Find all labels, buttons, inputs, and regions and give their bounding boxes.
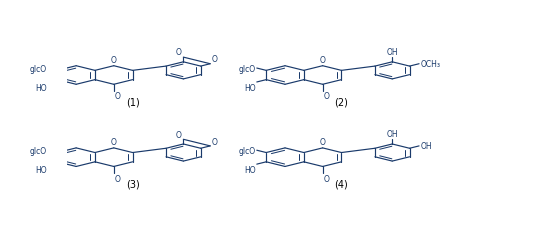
Text: glcO: glcO bbox=[30, 146, 47, 155]
Text: HO: HO bbox=[36, 83, 47, 92]
Text: glcO: glcO bbox=[30, 64, 47, 73]
Text: O: O bbox=[212, 55, 218, 64]
Text: O: O bbox=[324, 174, 330, 183]
Text: O: O bbox=[175, 130, 181, 139]
Text: O: O bbox=[111, 56, 117, 65]
Text: HO: HO bbox=[36, 165, 47, 174]
Text: (4): (4) bbox=[335, 179, 348, 189]
Text: O: O bbox=[115, 174, 121, 183]
Text: O: O bbox=[115, 92, 121, 101]
Text: O: O bbox=[111, 137, 117, 146]
Text: (2): (2) bbox=[335, 97, 348, 107]
Text: OCH₃: OCH₃ bbox=[421, 60, 441, 69]
Text: O: O bbox=[175, 48, 181, 57]
Text: HO: HO bbox=[244, 83, 256, 92]
Text: glcO: glcO bbox=[238, 64, 255, 73]
Text: HO: HO bbox=[244, 165, 256, 174]
Text: OH: OH bbox=[421, 142, 432, 151]
Text: glcO: glcO bbox=[238, 146, 255, 155]
Text: (3): (3) bbox=[126, 179, 140, 189]
Text: O: O bbox=[320, 56, 326, 65]
Text: OH: OH bbox=[386, 48, 398, 57]
Text: O: O bbox=[324, 92, 330, 101]
Text: O: O bbox=[212, 137, 218, 146]
Text: O: O bbox=[320, 137, 326, 146]
Text: OH: OH bbox=[386, 130, 398, 139]
Text: (1): (1) bbox=[126, 97, 140, 107]
